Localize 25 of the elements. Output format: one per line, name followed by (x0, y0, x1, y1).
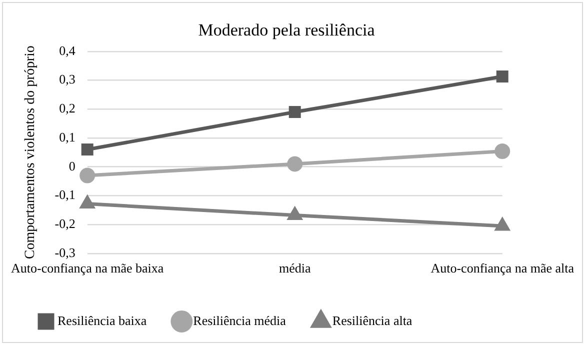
y-tick-label: 0,4 (59, 42, 76, 58)
x-tick-label: Auto-confiança na mãe alta (430, 260, 574, 276)
x-tick-label: média (278, 260, 311, 276)
point (80, 196, 94, 209)
point (288, 208, 302, 220)
point (288, 106, 301, 118)
point (494, 143, 510, 159)
point (287, 156, 303, 172)
y-tick-label: 0,3 (59, 72, 76, 87)
point (496, 70, 508, 82)
y-tick-label: 0,2 (59, 100, 76, 116)
point (495, 218, 510, 231)
x-tick-label: Auto-confiança na mãe baixa (10, 260, 164, 276)
legend-label: Resiliência média (193, 312, 286, 328)
y-tick-label: 0,1 (59, 129, 76, 144)
point (80, 168, 96, 184)
y-tick-label: -0,2 (54, 216, 76, 231)
chart-title: Moderado pela resiliência (198, 20, 376, 40)
y-tick-label: 0 (68, 158, 76, 174)
legend-label: Resiliência baixa (58, 312, 147, 328)
point (81, 144, 94, 156)
legend-label: Resiliência alta (332, 312, 412, 328)
y-tick-label: -0,1 (54, 187, 76, 202)
y-axis-title: Comportamentos violentos do próprio (23, 46, 38, 260)
y-tick-label: -0,3 (54, 244, 76, 260)
